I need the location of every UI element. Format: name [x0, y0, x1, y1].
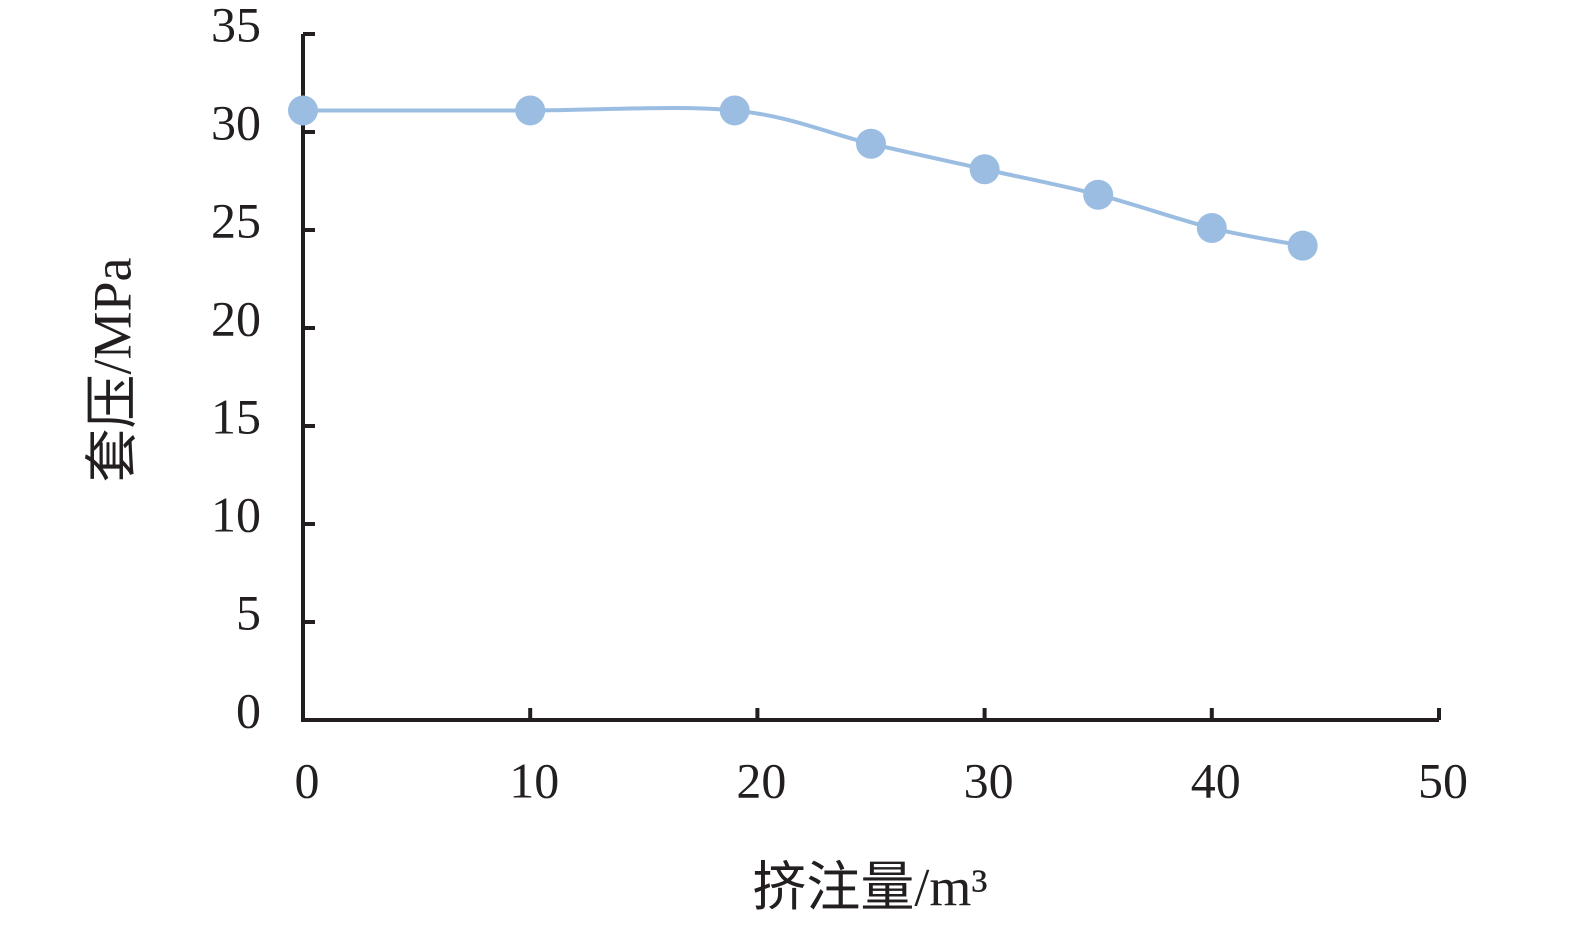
- x-tick-label: 0: [295, 752, 320, 808]
- line: [303, 105, 1304, 248]
- y-axis-title: 套压/MPa: [82, 257, 142, 482]
- x-tick-label: 40: [1191, 752, 1241, 808]
- y-tick-label: 5: [236, 584, 261, 640]
- y-tick-label: 0: [236, 682, 261, 738]
- y-tick-label: 30: [211, 94, 261, 150]
- x-axis-title: 挤注量/m³: [752, 857, 987, 917]
- y-tick-label: 15: [211, 388, 261, 444]
- y-tick-label: 35: [211, 0, 261, 52]
- x-tick-label: 50: [1418, 752, 1468, 808]
- marker: [1083, 179, 1114, 210]
- marker: [515, 95, 546, 126]
- marker: [719, 95, 750, 126]
- y-tick-label: 10: [211, 486, 261, 542]
- x-tick-label: 10: [509, 752, 559, 808]
- marker: [969, 154, 1000, 185]
- x-tick-label: 30: [964, 752, 1014, 808]
- marker: [1196, 213, 1227, 244]
- y-tick-label: 25: [211, 192, 261, 248]
- marker: [1287, 230, 1318, 261]
- x-tick-label: 20: [736, 752, 786, 808]
- marker: [288, 95, 318, 126]
- y-tick-label: 20: [211, 290, 261, 346]
- marker: [856, 128, 886, 159]
